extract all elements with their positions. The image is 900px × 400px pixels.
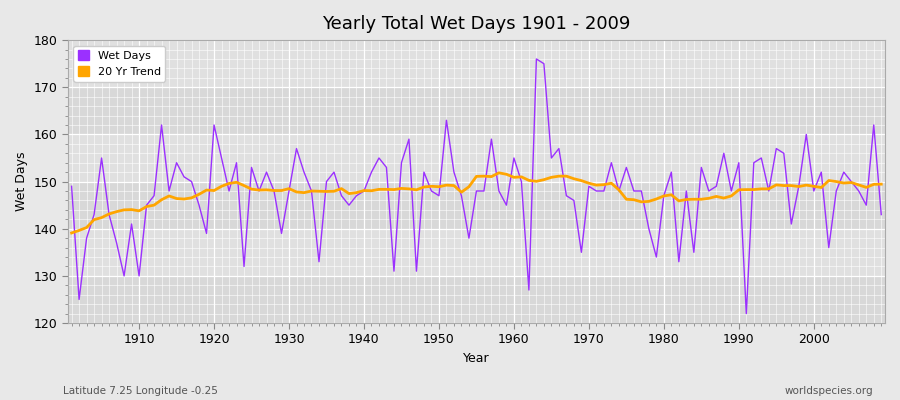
Wet Days (291, 146, 302, 151)
Text: Latitude 7.25 Longitude -0.25: Latitude 7.25 Longitude -0.25 (63, 386, 218, 396)
Bar (68, 134, 885, 182)
Wet Days (67, 184, 77, 189)
Bar (68, 87, 885, 134)
Bar (68, 182, 885, 229)
Y-axis label: Wet Days: Wet Days (15, 152, 28, 211)
Line: 20 Yr Trend: 20 Yr Trend (72, 173, 881, 233)
Bar (68, 40, 885, 87)
Wet Days (508, 156, 519, 160)
20 Yr Trend (876, 182, 886, 186)
Bar (68, 229, 885, 276)
Wet Days (336, 193, 346, 198)
Wet Days (606, 160, 616, 165)
Legend: Wet Days, 20 Yr Trend: Wet Days, 20 Yr Trend (74, 46, 166, 82)
20 Yr Trend (336, 186, 346, 191)
Wet Days (531, 56, 542, 61)
Title: Yearly Total Wet Days 1901 - 2009: Yearly Total Wet Days 1901 - 2009 (322, 15, 631, 33)
20 Yr Trend (291, 190, 302, 194)
20 Yr Trend (606, 181, 616, 186)
Bar (68, 276, 885, 323)
Wet Days (876, 212, 886, 217)
20 Yr Trend (126, 207, 137, 212)
Wet Days (126, 222, 137, 226)
Wet Days (501, 203, 512, 208)
20 Yr Trend (508, 175, 519, 180)
20 Yr Trend (516, 174, 526, 179)
Text: worldspecies.org: worldspecies.org (785, 386, 873, 396)
Wet Days (741, 311, 751, 316)
Line: Wet Days: Wet Days (72, 59, 881, 314)
20 Yr Trend (67, 230, 77, 235)
X-axis label: Year: Year (464, 352, 490, 365)
20 Yr Trend (493, 170, 504, 175)
